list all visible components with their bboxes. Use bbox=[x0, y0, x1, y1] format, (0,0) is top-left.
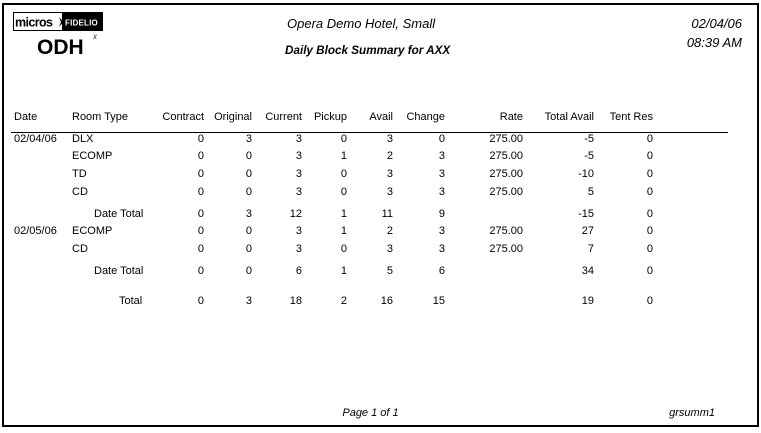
svg-text:FIDELIO: FIDELIO bbox=[65, 19, 98, 28]
svg-text:micros: micros bbox=[15, 16, 53, 30]
